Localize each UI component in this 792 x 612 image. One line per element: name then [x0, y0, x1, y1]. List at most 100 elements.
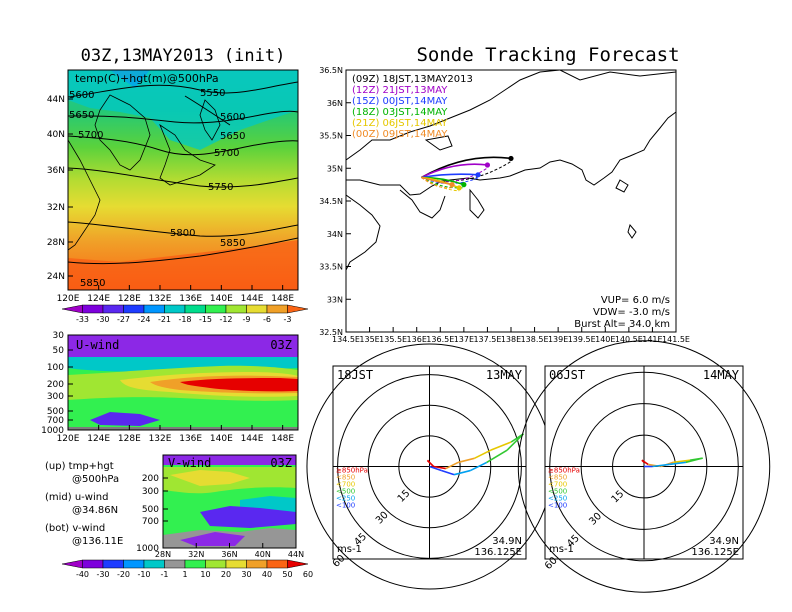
- note-up-level: @500hPa: [72, 474, 119, 485]
- x-tick-label: 137E: [454, 335, 474, 344]
- hodograph-lat: 34.9N: [492, 536, 522, 547]
- hodograph-trace: [445, 461, 459, 470]
- x-tick-label: 132E: [149, 294, 172, 304]
- contour-labels: 5550 5600 5650 5700 5600 5650 5700 5750 …: [69, 88, 245, 289]
- map-field-label: temp(C)+hgt(m)@500hPa: [75, 72, 219, 85]
- x-tick-label: 140E: [210, 294, 233, 304]
- x-tick-label: 28N: [155, 550, 171, 559]
- colorbar-label: -20: [117, 570, 130, 579]
- contour-label: 5850: [80, 278, 105, 289]
- hodograph-trace: [469, 461, 488, 472]
- x-tick-label: 138E: [501, 335, 521, 344]
- hodograph-time: 18JST: [337, 368, 373, 382]
- y-tick-label: 500: [142, 505, 159, 515]
- param-vdw: VDW= -3.0 m/s: [593, 307, 670, 318]
- level-label: <100: [548, 502, 567, 510]
- temp-height-map: 5550 5600 5650 5700 5600 5650 5700 5750 …: [67, 69, 299, 291]
- v-wind-label: V-wind: [168, 456, 211, 470]
- y-tick-label: 34.5N: [319, 197, 343, 206]
- x-tick-label: 136E: [179, 294, 202, 304]
- x-tick-label: 140.5E: [615, 335, 643, 344]
- x-tick-label: 144E: [241, 294, 264, 304]
- y-tick-label: 36N: [47, 166, 65, 176]
- y-tick-label: 40N: [47, 130, 65, 140]
- colorbar-label: -24: [137, 315, 150, 324]
- colorbar-label: -27: [117, 315, 130, 324]
- y-tick-label: 200: [142, 474, 159, 484]
- colorbar-swatch: [287, 559, 309, 569]
- colorbar-label: -9: [243, 315, 251, 324]
- colorbar-label: -3: [284, 315, 292, 324]
- map-y-ticks: 44N 40N 36N 32N 28N 24N: [47, 95, 73, 282]
- colorbar-label: 30: [241, 570, 251, 579]
- x-tick-label: 139.5E: [568, 335, 596, 344]
- colorbar-label: -10: [137, 570, 150, 579]
- y-tick-label: 1000: [41, 426, 64, 436]
- colorbar-swatch: [225, 304, 247, 314]
- colorbar-swatch: [287, 304, 309, 314]
- hodograph-trace: [433, 465, 446, 470]
- colorbar-swatch: [82, 559, 104, 569]
- main-title: Sonde Tracking Forecast: [416, 44, 679, 66]
- x-tick-label: 128E: [118, 434, 141, 444]
- colorbar-swatch: [102, 559, 124, 569]
- v-wind-x-ticks: 28N 32N 36N 40N 44N: [155, 543, 304, 559]
- contour-label: 5650: [220, 131, 245, 142]
- y-tick-label: 33.5N: [319, 263, 343, 272]
- y-tick-label: 500: [47, 407, 64, 417]
- colorbar-swatch: [164, 559, 186, 569]
- track-endpoint: [508, 155, 514, 162]
- hodograph-trace: [457, 457, 475, 464]
- level-label: <250: [336, 495, 355, 503]
- v-wind-panel: V-wind 03Z: [162, 454, 297, 549]
- contour-label: 5850: [220, 238, 245, 249]
- hodograph-ring: [517, 340, 771, 593]
- level-label: <850: [336, 474, 355, 482]
- colorbar-swatch: [143, 559, 165, 569]
- track-line: [421, 176, 453, 186]
- y-tick-label: 24N: [47, 272, 65, 282]
- u-wind-panel: U-wind 03Z: [67, 334, 299, 431]
- y-tick-label: 700: [142, 517, 159, 527]
- contour-label: 5800: [170, 228, 195, 239]
- note-mid-level: @34.86N: [72, 505, 118, 516]
- x-tick-label: 124E: [87, 434, 110, 444]
- colorbar-swatch: [143, 304, 165, 314]
- hodograph-trace: [453, 469, 471, 476]
- colorbar-label: -33: [76, 315, 89, 324]
- hodograph-date: 13MAY: [486, 368, 523, 382]
- hodograph-unit: ms-1: [549, 544, 574, 555]
- y-tick-label: 300: [47, 392, 64, 402]
- hodograph-trace: [673, 459, 691, 464]
- hodograph-trace: [506, 433, 525, 451]
- colorbar-label: 20: [221, 570, 231, 579]
- note-up: (up) tmp+hgt: [45, 461, 114, 472]
- track-legend: (09Z) 18JST,13MAY2013(12Z) 21JST,13MAY(1…: [352, 74, 473, 140]
- hodograph-time: 06JST: [549, 368, 585, 382]
- x-tick-label: 40N: [255, 550, 271, 559]
- level-label: <500: [548, 488, 567, 496]
- hodograph-trace: [441, 469, 455, 476]
- x-tick-label: 139E: [548, 335, 568, 344]
- sonde-tracks: [421, 155, 514, 192]
- colorbar-swatch: [246, 559, 268, 569]
- colorbar-swatch: [164, 304, 186, 314]
- level-label: ≥850hPa: [336, 467, 368, 475]
- level-label: <250: [548, 495, 567, 503]
- level-label: <700: [336, 481, 355, 489]
- x-tick-label: 140E: [210, 434, 233, 444]
- contour-label: 5700: [78, 130, 103, 141]
- hodograph-trace: [490, 441, 512, 451]
- hodograph-unit: ms-1: [337, 544, 362, 555]
- x-tick-label: 124E: [87, 294, 110, 304]
- colorbar-swatch: [225, 559, 247, 569]
- colorbar-label: -40: [76, 570, 89, 579]
- x-tick-label: 120E: [57, 294, 80, 304]
- track-map: [345, 69, 677, 333]
- colorbar-label: -1: [161, 570, 169, 579]
- colorbar-label: -30: [96, 315, 109, 324]
- legend-entry: (00Z) 09JST,14MAY: [352, 129, 448, 140]
- y-tick-label: 700: [47, 416, 64, 426]
- legend-entry: (12Z) 21JST,13MAY: [352, 85, 448, 96]
